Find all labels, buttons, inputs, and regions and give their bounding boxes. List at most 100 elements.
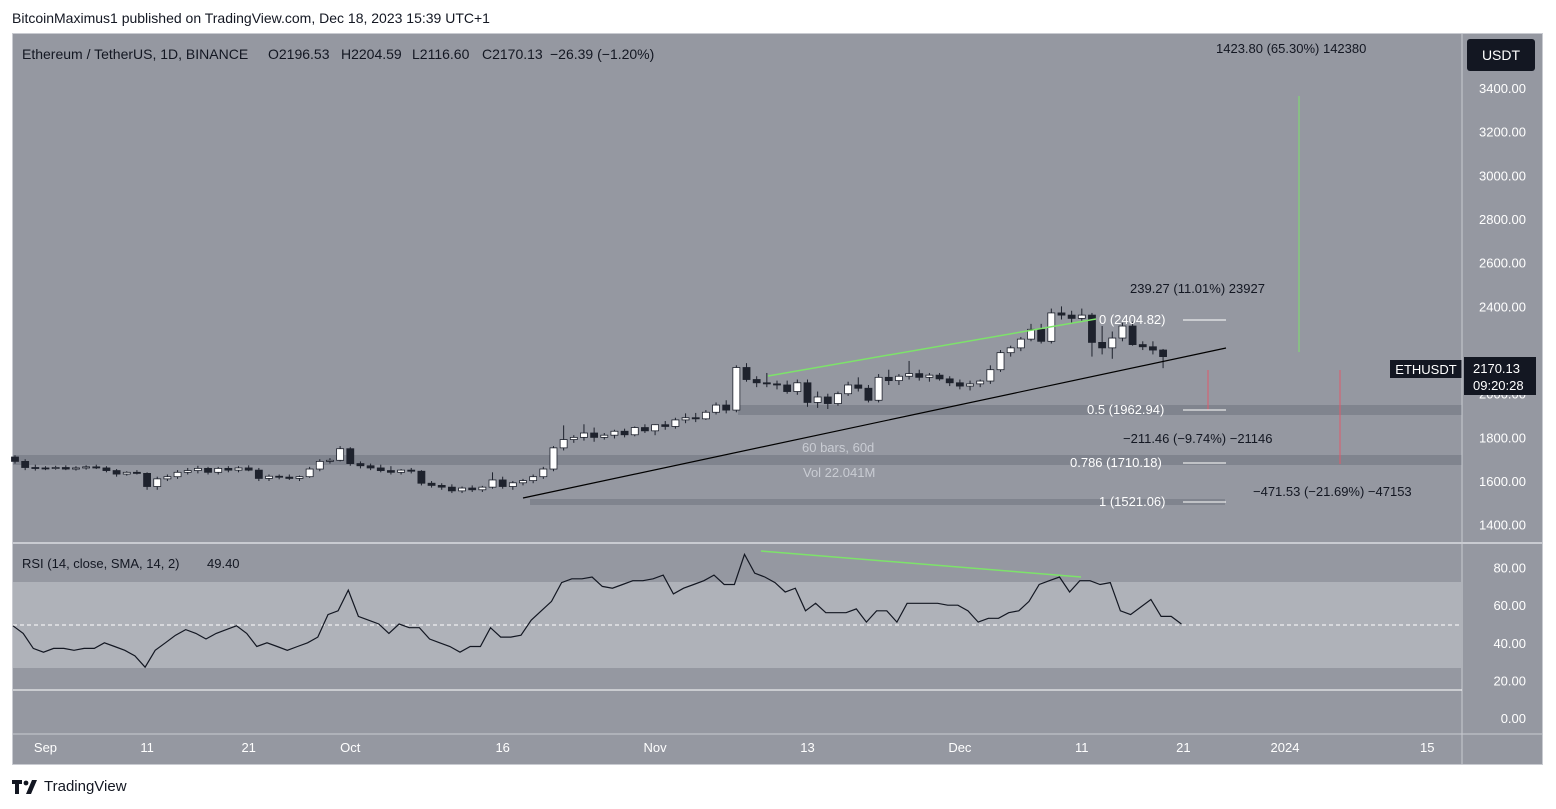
candle[interactable]: [417, 470, 426, 486]
candle[interactable]: [620, 428, 629, 438]
candle[interactable]: [884, 369, 893, 385]
candle[interactable]: [1006, 345, 1015, 357]
candle[interactable]: [82, 465, 91, 470]
candle[interactable]: [955, 379, 964, 390]
candle[interactable]: [244, 465, 253, 472]
candle[interactable]: [691, 412, 700, 423]
candle[interactable]: [234, 466, 243, 473]
candle[interactable]: [193, 465, 202, 474]
currency-button[interactable]: USDT: [1467, 39, 1535, 71]
candle[interactable]: [41, 466, 50, 471]
candle[interactable]: [1128, 321, 1137, 346]
candle[interactable]: [773, 380, 781, 390]
candle[interactable]: [92, 464, 101, 470]
candle[interactable]: [153, 476, 162, 490]
candle[interactable]: [844, 381, 853, 396]
candle[interactable]: [1067, 310, 1076, 324]
candle[interactable]: [813, 391, 822, 408]
candle[interactable]: [1149, 341, 1157, 355]
candle[interactable]: [122, 471, 131, 476]
candle[interactable]: [915, 369, 924, 381]
candle[interactable]: [630, 426, 639, 437]
candle[interactable]: [326, 458, 334, 464]
candle[interactable]: [387, 466, 395, 475]
candle[interactable]: [133, 470, 141, 475]
candle[interactable]: [1077, 308, 1086, 322]
candle[interactable]: [508, 481, 517, 490]
candle[interactable]: [610, 429, 619, 439]
candle[interactable]: [224, 466, 233, 473]
candle[interactable]: [996, 350, 1005, 372]
candle[interactable]: [488, 472, 497, 489]
candle[interactable]: [102, 466, 111, 473]
candle[interactable]: [925, 372, 934, 382]
candle[interactable]: [854, 377, 863, 392]
candle[interactable]: [712, 402, 720, 415]
candle[interactable]: [803, 379, 812, 407]
candle[interactable]: [478, 485, 487, 492]
candle[interactable]: [732, 365, 741, 413]
candle[interactable]: [183, 467, 192, 475]
candle[interactable]: [72, 466, 80, 471]
candle[interactable]: [163, 474, 172, 482]
candle[interactable]: [783, 380, 792, 394]
candle[interactable]: [11, 455, 19, 464]
candle[interactable]: [681, 413, 690, 424]
candle[interactable]: [559, 425, 568, 451]
candle[interactable]: [112, 469, 121, 477]
candle[interactable]: [722, 400, 731, 414]
candle[interactable]: [793, 379, 802, 395]
candle[interactable]: [1037, 323, 1046, 344]
candle[interactable]: [874, 374, 883, 403]
candle[interactable]: [590, 427, 599, 442]
candle[interactable]: [752, 376, 761, 388]
candle[interactable]: [935, 372, 944, 381]
candle[interactable]: [173, 470, 182, 479]
candle[interactable]: [742, 363, 751, 382]
candle[interactable]: [641, 424, 649, 434]
candle[interactable]: [31, 464, 40, 471]
candle[interactable]: [966, 380, 974, 391]
candle[interactable]: [945, 376, 954, 387]
candle[interactable]: [895, 374, 903, 385]
candle[interactable]: [336, 446, 345, 462]
candle[interactable]: [1138, 341, 1147, 351]
candle[interactable]: [447, 484, 456, 494]
candle[interactable]: [1108, 331, 1117, 359]
candle[interactable]: [701, 410, 710, 420]
candle[interactable]: [519, 478, 527, 486]
candle[interactable]: [143, 472, 151, 490]
candle[interactable]: [21, 459, 30, 471]
candle[interactable]: [366, 463, 375, 471]
candle[interactable]: [1118, 322, 1127, 342]
candle[interactable]: [834, 391, 842, 406]
candle[interactable]: [600, 433, 609, 440]
candle[interactable]: [671, 417, 680, 429]
candle[interactable]: [823, 393, 832, 409]
candle[interactable]: [61, 465, 70, 471]
candle[interactable]: [407, 467, 416, 474]
candle[interactable]: [1057, 306, 1066, 320]
candle[interactable]: [864, 384, 873, 403]
candle[interactable]: [905, 360, 913, 380]
candle[interactable]: [569, 435, 578, 443]
candle[interactable]: [1098, 326, 1107, 355]
candle[interactable]: [976, 379, 985, 388]
candle[interactable]: [549, 446, 558, 472]
candle[interactable]: [214, 466, 223, 475]
candle[interactable]: [376, 464, 385, 473]
candle[interactable]: [427, 481, 436, 488]
candle[interactable]: [762, 372, 771, 388]
candle[interactable]: [204, 466, 212, 475]
price-divergence-line[interactable]: [767, 318, 1097, 377]
candle[interactable]: [305, 466, 314, 478]
rsi-divergence-line[interactable]: [760, 550, 1082, 578]
candle[interactable]: [346, 447, 355, 466]
candle[interactable]: [661, 421, 670, 430]
candle[interactable]: [397, 469, 405, 475]
candle[interactable]: [529, 474, 538, 484]
candle[interactable]: [265, 474, 273, 482]
candle[interactable]: [1159, 348, 1167, 369]
candle[interactable]: [1027, 323, 1035, 342]
